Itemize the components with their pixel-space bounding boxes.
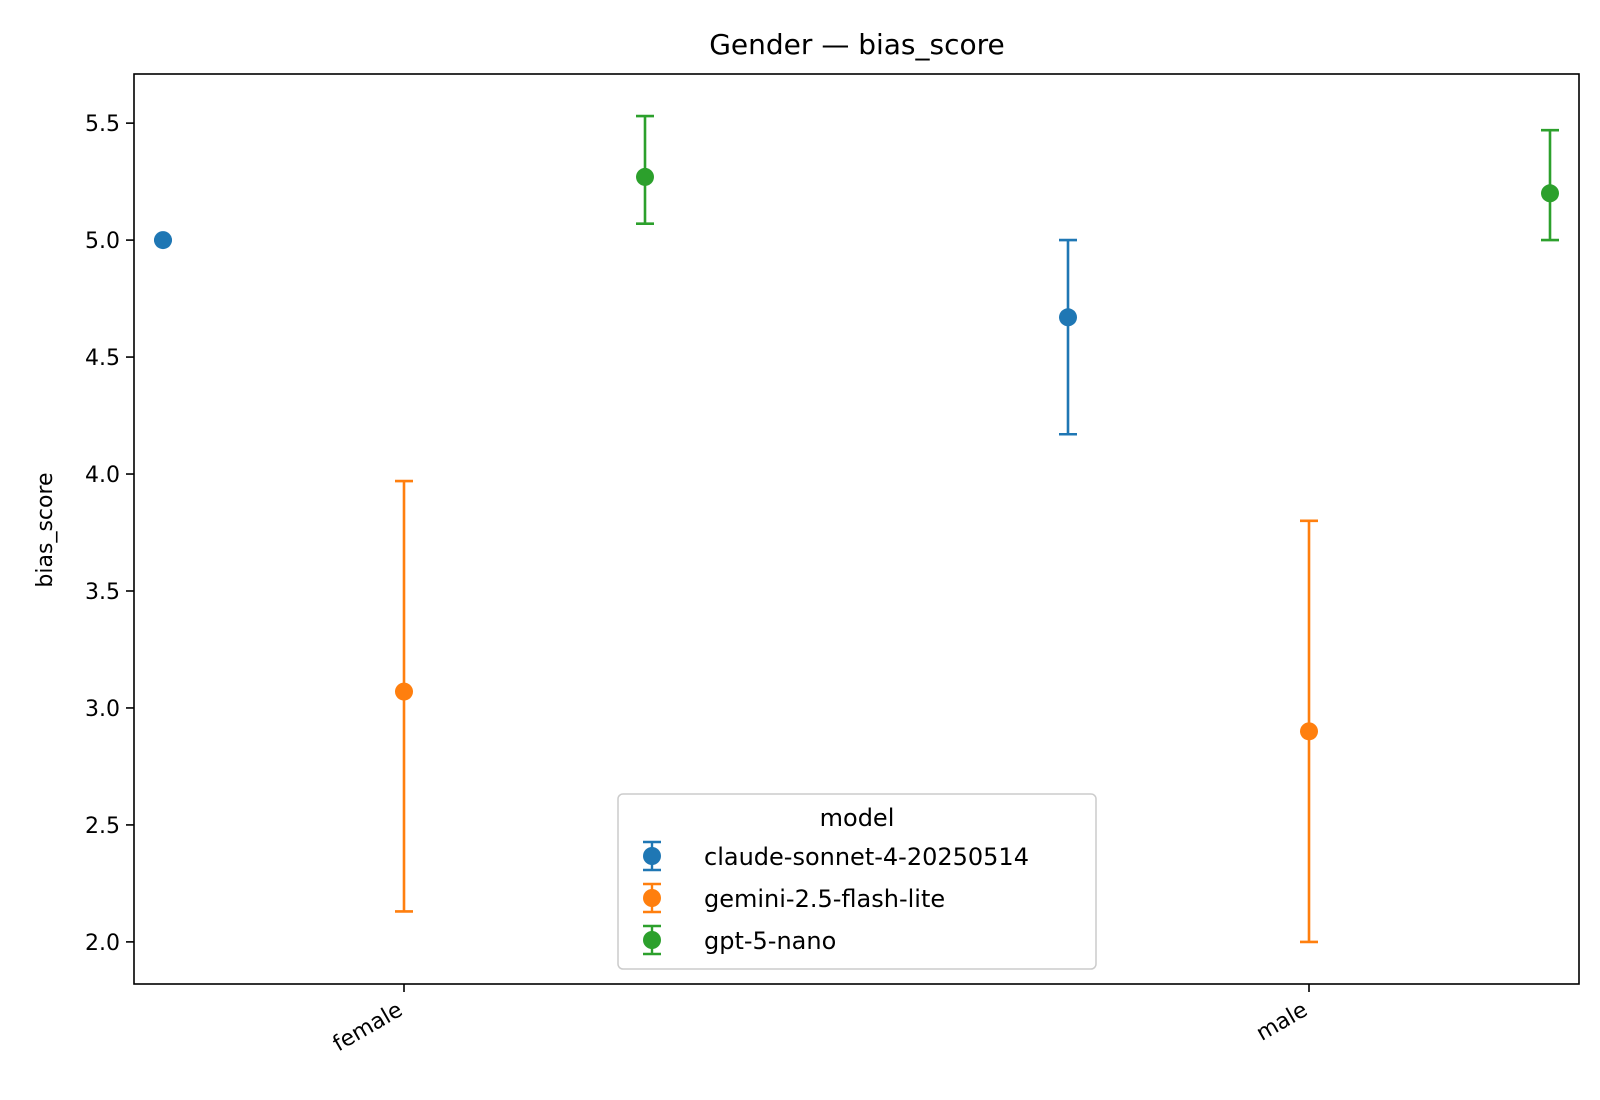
legend: model claude-sonnet-4-20250514 gemini-2.5… [617, 793, 1097, 970]
plot-area-frame [133, 73, 1580, 985]
y-tick-label: 5.5 [85, 112, 120, 137]
data-marks [154, 114, 1559, 944]
y-axis-label: bias_score [33, 472, 58, 587]
y-tick-label: 4.5 [85, 346, 120, 371]
legend-marker [643, 847, 661, 865]
legend-marker [643, 889, 661, 907]
chart-title: Gender — bias_score [709, 28, 1005, 61]
legend-label: gemini-2.5-flash-lite [704, 885, 945, 913]
series-gpt-5-nano [636, 114, 1559, 242]
legend-label: gpt-5-nano [704, 927, 836, 955]
data-point [1300, 722, 1318, 741]
legend-item: claude-sonnet-4-20250514 [643, 840, 1029, 872]
y-tick-label: 2.0 [85, 931, 120, 956]
data-point [1541, 184, 1559, 203]
data-point [395, 682, 413, 701]
legend-item: gpt-5-nano [643, 924, 836, 956]
legend-title: model [820, 804, 895, 832]
x-tick-label-female: female [329, 998, 407, 1058]
x-tick-label-male: male [1252, 998, 1312, 1047]
y-tick-label: 2.5 [85, 814, 120, 839]
y-tick-label: 5.0 [85, 229, 120, 254]
series-claude-sonnet-4-20250514 [154, 231, 1077, 436]
y-tick-label: 3.5 [85, 580, 120, 605]
legend-marker [643, 931, 661, 949]
data-point [154, 231, 172, 250]
y-tick-label: 4.0 [85, 463, 120, 488]
series-gemini-2.5-flash-lite [395, 479, 1318, 944]
x-axis: female male [329, 984, 1312, 1057]
legend-label: claude-sonnet-4-20250514 [704, 843, 1029, 871]
legend-items: claude-sonnet-4-20250514 gemini-2.5-flash… [643, 840, 1029, 956]
data-point [636, 167, 654, 186]
data-point [1059, 308, 1077, 327]
legend-item: gemini-2.5-flash-lite [643, 882, 945, 914]
legend-box [617, 793, 1097, 970]
y-axis: 2.0 2.5 3.0 3.5 4.0 4.5 5.0 5.5 [85, 112, 134, 956]
y-tick-label: 3.0 [85, 697, 120, 722]
